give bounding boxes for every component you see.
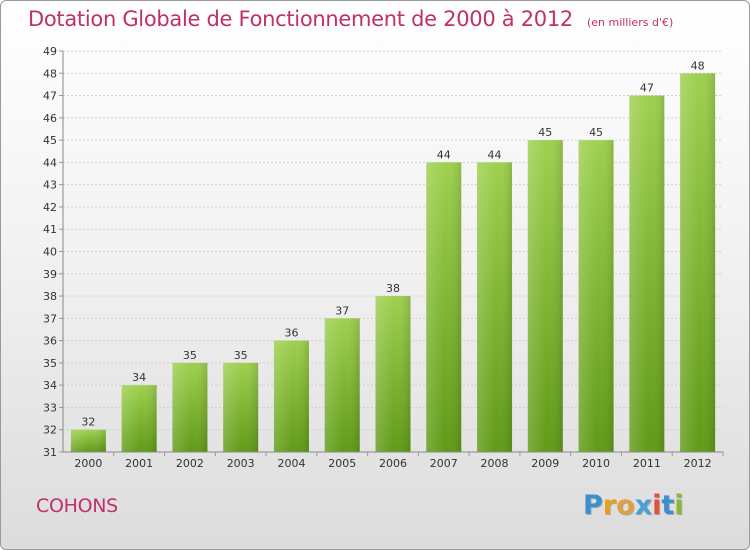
x-tick-label-2006: 2006 (379, 457, 407, 470)
x-tick-label-2002: 2002 (176, 457, 204, 470)
y-tick-label: 38 (43, 290, 57, 303)
data-label-2009: 45 (538, 126, 552, 139)
x-tick-label-2007: 2007 (430, 457, 458, 470)
city-name: COHONS (36, 495, 118, 517)
bar-shade-2007 (426, 162, 462, 452)
x-tick-label-2010: 2010 (582, 457, 610, 470)
y-tick-label: 49 (43, 45, 57, 58)
logo-letter: P (583, 490, 603, 521)
title-text: Dotation Globale de Fonctionnement de 20… (28, 7, 573, 31)
logo-letter: t (661, 490, 675, 521)
x-tick-label-2003: 2003 (227, 457, 255, 470)
data-label-2012: 48 (691, 59, 705, 72)
y-axis: 31 32 33 34 35 36 37 38 39 40 41 42 43 44 45 46 47 48 49 (43, 45, 64, 459)
y-tick-label: 48 (43, 67, 57, 80)
y-tick-label: 43 (43, 179, 57, 192)
logo-letter: i (652, 490, 662, 521)
y-tick-label: 40 (43, 246, 57, 259)
y-tick-label: 37 (43, 312, 57, 325)
x-tick-label-2012: 2012 (684, 457, 712, 470)
y-tick-label: 46 (43, 112, 57, 125)
chart-title: Dotation Globale de Fonctionnement de 20… (28, 7, 673, 31)
bar-shade-2005 (324, 318, 360, 452)
chart-subtitle: (en milliers d'€) (586, 16, 674, 29)
x-tick-label-2011: 2011 (633, 457, 661, 470)
data-label-2003: 35 (234, 349, 248, 362)
logo-letter: r (602, 490, 617, 521)
y-tick-label: 32 (43, 424, 57, 437)
bar-shade-2003 (223, 362, 259, 452)
bar-shade-2004 (273, 340, 309, 452)
x-tick-label-2008: 2008 (481, 457, 509, 470)
data-label-2010: 45 (589, 126, 603, 139)
bar-shade-2012 (680, 73, 716, 453)
x-tick-label-2005: 2005 (328, 457, 356, 470)
y-tick-label: 35 (43, 357, 57, 370)
bar-shade-2001 (121, 385, 157, 452)
data-label-2001: 34 (132, 371, 146, 384)
bar-shade-2006 (375, 296, 411, 452)
y-tick-label: 44 (43, 156, 57, 169)
x-tick-label-2009: 2009 (531, 457, 559, 470)
y-tick-label: 33 (43, 401, 57, 414)
y-tick-label: 39 (43, 268, 57, 281)
y-tick-label: 45 (43, 134, 57, 147)
bar-shade-2010 (578, 140, 614, 452)
bar-shade-2002 (172, 362, 208, 452)
data-label-2004: 36 (284, 327, 298, 340)
data-label-2002: 35 (183, 349, 197, 362)
data-label-2005: 37 (335, 304, 349, 317)
logo-letter: i (674, 490, 684, 521)
y-tick-label: 42 (43, 201, 57, 214)
y-tick-label: 31 (43, 446, 57, 459)
y-tick-label: 41 (43, 223, 57, 236)
bar-shade-2008 (477, 162, 513, 452)
data-label-2008: 44 (488, 148, 502, 161)
data-label-2000: 32 (81, 416, 95, 429)
data-label-2006: 38 (386, 282, 400, 295)
bar-shade-2011 (629, 95, 665, 453)
proxiti-logo: Proxiti (583, 490, 684, 521)
y-tick-label: 47 (43, 90, 57, 103)
y-tick-label: 34 (43, 379, 57, 392)
logo-letter: x (634, 490, 653, 521)
bar-shade-2000 (70, 429, 106, 452)
x-tick-label-2000: 2000 (74, 457, 102, 470)
logo-letter: o (616, 490, 635, 521)
bars (70, 73, 716, 453)
data-label-2007: 44 (437, 148, 451, 161)
x-axis: 2000 2001 2002 2003 2004 2005 2006 2007 2008 2009… (63, 451, 724, 470)
x-tick-label-2001: 2001 (125, 457, 153, 470)
x-tick-label-2004: 2004 (277, 457, 305, 470)
y-tick-label: 36 (43, 335, 57, 348)
bar-shade-2009 (527, 140, 563, 452)
data-labels: 32 34 35 35 36 37 38 44 44 45 45 47 48 (81, 59, 704, 428)
data-label-2011: 47 (640, 82, 654, 95)
